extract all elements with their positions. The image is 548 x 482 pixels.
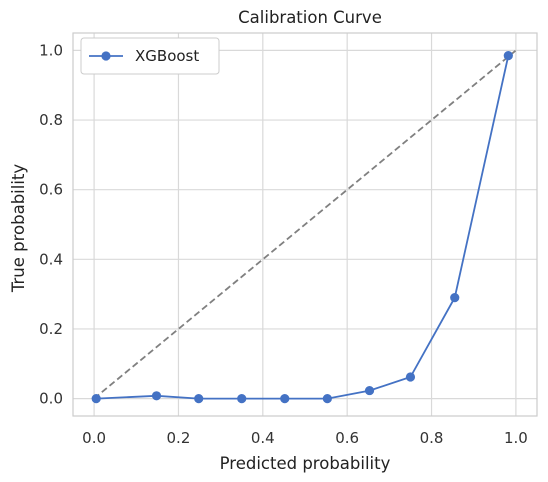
x-tick-labels: 0.0 0.2 0.4 0.6 0.8 1.0: [82, 429, 528, 447]
legend: XGBoost: [80, 37, 220, 75]
plot-area-frame: [72, 32, 538, 417]
data-point: [503, 51, 513, 61]
data-point: [237, 393, 247, 404]
data-point: [364, 385, 375, 396]
y-tick-label: 0.6: [39, 181, 63, 199]
series-points-xgboost: [91, 51, 513, 404]
data-point: [194, 393, 204, 404]
x-tick-label: 0.2: [167, 429, 191, 447]
series-line-xgboost: [96, 55, 510, 400]
y-tick-labels: 0.0 0.2 0.4 0.6 0.8 1.0: [39, 41, 63, 407]
data-point: [91, 393, 101, 404]
x-tick-label: 0.8: [420, 429, 444, 447]
legend-marker-xgboost: [101, 51, 111, 61]
y-tick-label: 0.8: [39, 111, 63, 129]
data-point: [280, 393, 290, 404]
grid-lines: [73, 33, 537, 416]
x-tick-label: 1.0: [504, 429, 528, 447]
chart-title: Calibration Curve: [238, 8, 382, 27]
y-axis-label: True probability: [9, 164, 28, 294]
x-axis-label: Predicted probability: [220, 454, 391, 473]
legend-label-xgboost: XGBoost: [135, 47, 199, 65]
y-tick-label: 0.0: [39, 390, 63, 408]
y-tick-label: 1.0: [39, 41, 63, 59]
legend-box: [80, 37, 220, 75]
x-tick-label: 0.4: [251, 429, 275, 447]
data-point: [322, 393, 332, 404]
y-tick-label: 0.2: [39, 320, 63, 338]
data-point: [450, 293, 460, 303]
x-tick-label: 0.0: [82, 429, 106, 447]
data-point: [405, 372, 416, 382]
data-point: [151, 391, 162, 401]
perfect-calibration-line: [93, 49, 517, 400]
y-tick-label: 0.4: [39, 250, 63, 268]
x-tick-label: 0.6: [335, 429, 359, 447]
